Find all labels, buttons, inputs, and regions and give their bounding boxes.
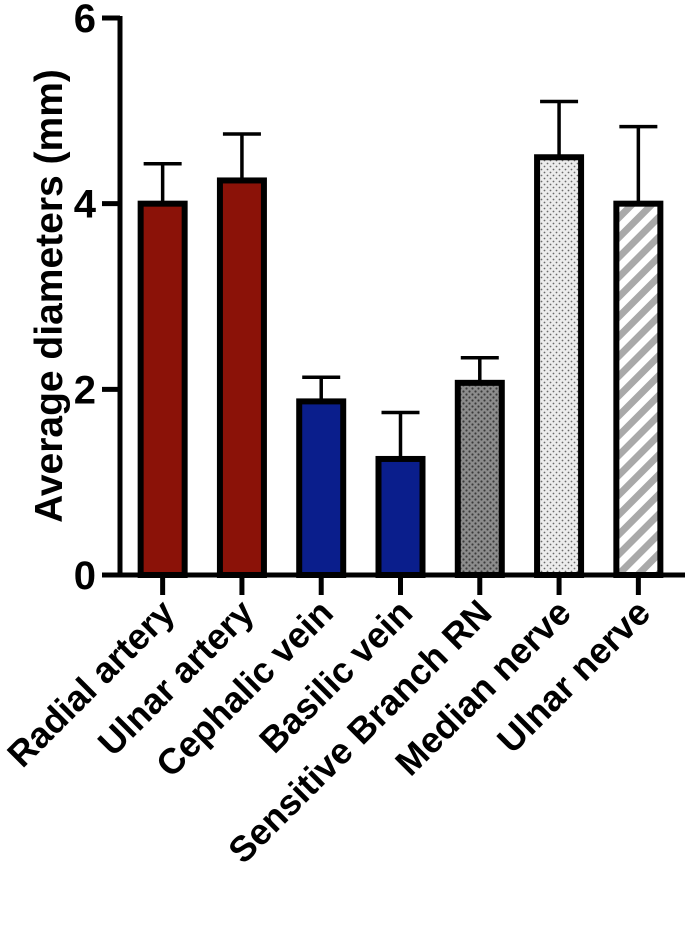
y-axis: 0 2 4 6	[74, 0, 123, 598]
y-tick-label: 0	[74, 554, 96, 598]
y-tick-label: 6	[74, 0, 96, 41]
bar	[296, 398, 347, 578]
bar	[216, 177, 267, 578]
bar	[454, 379, 505, 578]
y-axis-label: Average diameters (mm)	[28, 69, 71, 523]
y-tick-label: 2	[74, 368, 96, 412]
bars	[137, 154, 664, 579]
bar	[534, 154, 585, 578]
bar	[137, 200, 188, 579]
bar	[375, 455, 426, 579]
error-bars	[143, 99, 658, 459]
bar	[613, 200, 664, 579]
y-tick-label: 4	[74, 183, 97, 227]
